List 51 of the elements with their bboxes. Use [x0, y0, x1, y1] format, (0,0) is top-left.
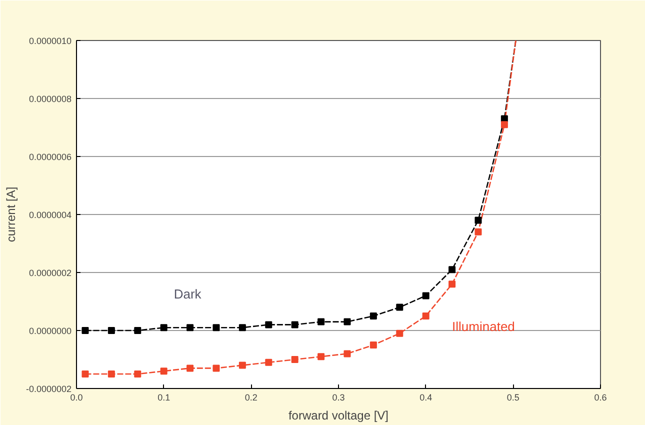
- y-tick-label: 0.0000010: [28, 36, 72, 46]
- point: [344, 318, 351, 326]
- point: [238, 362, 246, 369]
- x-tick-label: 0.1: [158, 392, 170, 402]
- point: [160, 324, 168, 332]
- y-tick-label: 0.0000004: [28, 210, 72, 220]
- point: [344, 350, 351, 358]
- point: [108, 327, 115, 334]
- y-tick-label: 0.0000000: [28, 326, 72, 336]
- point: [448, 266, 456, 274]
- point: [186, 324, 194, 332]
- x-tick-label: 0.2: [244, 392, 258, 402]
- point: [370, 342, 377, 348]
- y-tick-label: 0.0000008: [28, 94, 72, 104]
- point: [265, 358, 272, 366]
- series-label: Dark: [174, 286, 202, 302]
- x-axis-title: forward voltage [V]: [288, 408, 389, 422]
- point: [265, 321, 272, 328]
- point: [474, 216, 482, 224]
- x-tick-label: 0.6: [594, 392, 607, 402]
- point: [291, 356, 298, 363]
- point: [396, 330, 404, 337]
- point: [448, 280, 456, 288]
- y-tick-label: -0.0000002: [26, 384, 72, 394]
- x-tick-label: 0.3: [332, 392, 345, 402]
- point: [212, 324, 220, 332]
- point: [422, 312, 430, 320]
- point: [134, 327, 142, 334]
- point: [238, 324, 246, 332]
- point: [318, 353, 325, 360]
- point: [160, 368, 168, 375]
- y-axis-title: current [A]: [4, 186, 18, 242]
- x-tick-label: 0.5: [506, 392, 520, 402]
- x-tick-label: 0.0: [70, 392, 83, 402]
- point: [82, 370, 89, 378]
- x-tick-label: 0.4: [420, 392, 432, 402]
- point: [82, 327, 89, 334]
- point: [474, 228, 482, 236]
- point: [108, 370, 115, 378]
- point: [291, 321, 298, 328]
- point: [370, 312, 377, 320]
- point: [500, 121, 508, 128]
- point: [186, 364, 194, 372]
- point: [396, 304, 404, 311]
- point: [318, 318, 325, 326]
- series-label: Illuminated: [452, 319, 515, 334]
- y-tick-label: 0.0000002: [28, 268, 72, 278]
- y-tick-label: 0.0000006: [28, 152, 72, 162]
- point: [134, 370, 142, 378]
- point: [212, 364, 220, 372]
- point: [422, 292, 430, 300]
